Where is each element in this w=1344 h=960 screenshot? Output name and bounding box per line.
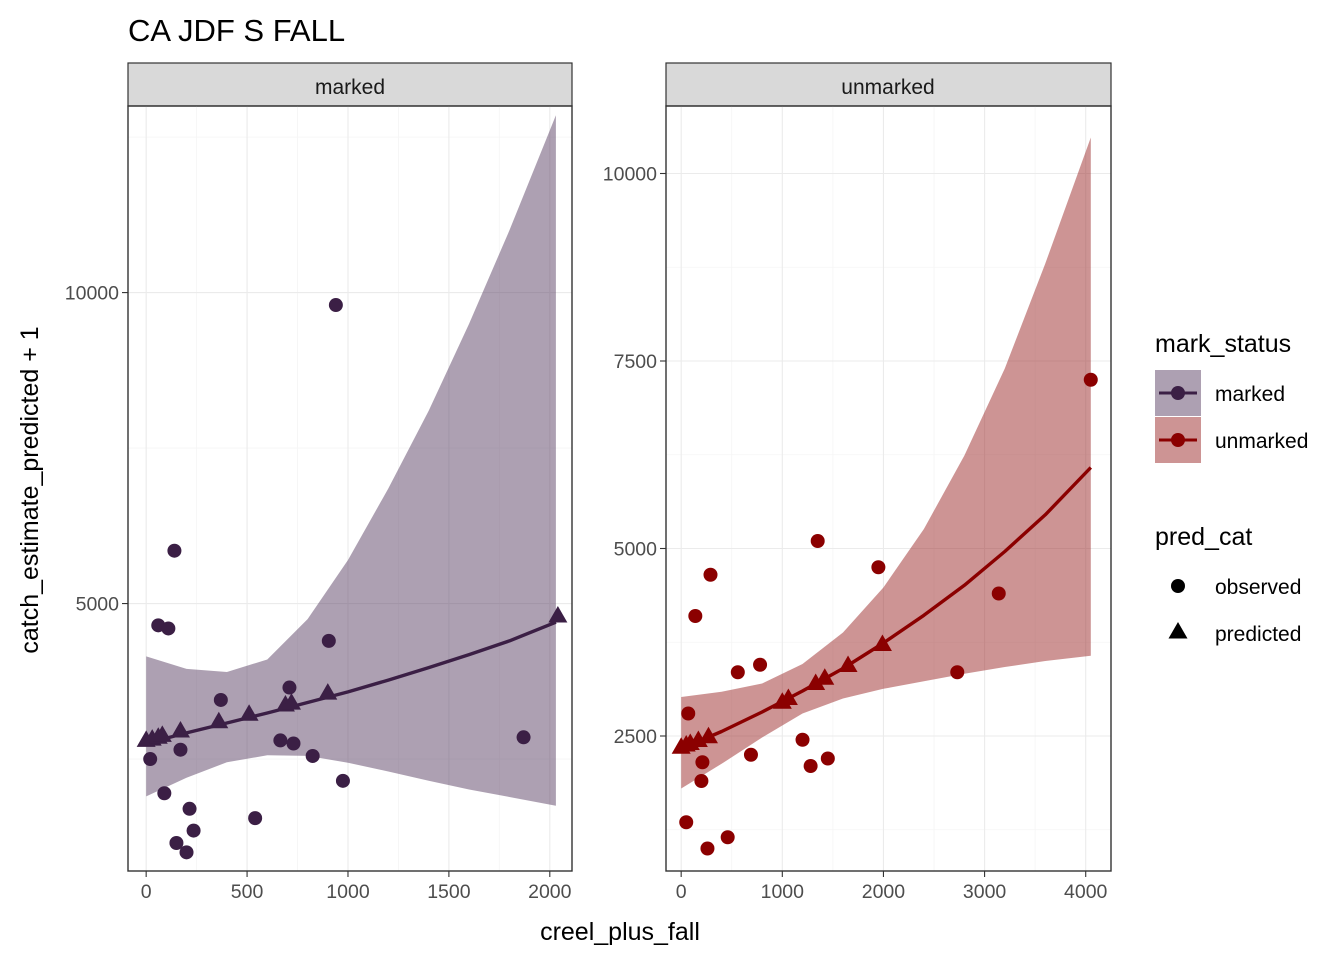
observed-point — [803, 759, 818, 773]
predicted-point — [209, 711, 229, 729]
observed-point — [694, 774, 709, 788]
observed-point — [703, 567, 718, 582]
observed-point — [248, 811, 263, 826]
y-tick-label: 7500 — [614, 351, 658, 373]
confidence-band — [146, 115, 556, 806]
observed-point — [282, 680, 297, 695]
y-tick-label: 5000 — [614, 539, 658, 561]
legend-key-unmarked-dot — [1171, 433, 1185, 447]
strip-marked-label: marked — [315, 76, 385, 99]
legend-key-unmarked — [1155, 417, 1201, 463]
observed-point — [720, 830, 735, 845]
x-tick-label: 4000 — [1064, 881, 1108, 903]
predicted-point — [806, 673, 826, 690]
panel-marked-border — [127, 105, 573, 872]
predicted-point — [281, 693, 301, 710]
x-tick-label: 1000 — [761, 881, 805, 903]
x-tick-label: 3000 — [963, 881, 1007, 903]
axes-marked: 0 500 1000 1500 2000 5000 10000 — [65, 283, 572, 903]
plot-area-unmarked — [666, 106, 1111, 871]
legend: mark_status marked unmarked pred_cat obs… — [1155, 330, 1308, 646]
observed-point — [169, 836, 184, 851]
observed-point — [700, 841, 715, 856]
y-tick-label: 10000 — [603, 164, 657, 186]
observed-point — [516, 730, 531, 745]
predicted-point — [152, 725, 172, 742]
observed-point — [305, 748, 320, 763]
observed-point — [679, 815, 694, 830]
x-tick-label: 2000 — [528, 881, 572, 903]
x-tick-label: 1000 — [326, 881, 370, 903]
observed-point — [743, 747, 758, 762]
legend-color-title: mark_status — [1155, 330, 1291, 358]
observed-point — [286, 736, 301, 751]
legend-key-marked-dot — [1171, 386, 1185, 400]
observed-point — [681, 706, 696, 721]
y-axis-title: catch_estimate_predicted + 1 — [16, 326, 44, 653]
confidence-band — [681, 137, 1091, 789]
predicted-point — [239, 704, 259, 721]
observed-point — [1083, 372, 1098, 387]
observed-point — [753, 657, 768, 672]
y-tick-label: 5000 — [76, 594, 120, 616]
legend-label-unmarked: unmarked — [1215, 430, 1308, 453]
x-tick-label: 0 — [676, 881, 687, 903]
plot-area-marked — [128, 106, 572, 871]
strip-unmarked-background — [665, 62, 1112, 107]
observed-point — [820, 751, 835, 766]
predicted-point — [778, 688, 798, 705]
observed-point — [186, 823, 201, 838]
observed-point — [179, 845, 194, 860]
legend-triangle-icon — [1168, 622, 1188, 639]
observed-point — [173, 742, 188, 757]
observed-point — [157, 786, 172, 801]
predicted-point — [170, 721, 190, 738]
y-tick-label: 2500 — [614, 726, 658, 748]
legend-circle-icon — [1171, 579, 1185, 593]
panel-unmarked: unmarked 0 1000 2000 3000 4000 2500 5000 7500 10… — [603, 62, 1112, 904]
legend-label-marked: marked — [1215, 383, 1285, 406]
legend-key-marked — [1155, 370, 1201, 416]
observed-point — [950, 665, 965, 680]
y-tick-label: 10000 — [65, 283, 119, 305]
observed-point — [810, 534, 825, 548]
predicted-point — [698, 726, 718, 744]
observed-point — [795, 732, 810, 747]
observed-point — [143, 752, 158, 767]
observed-point — [335, 773, 350, 788]
x-tick-label: 2000 — [862, 881, 906, 903]
axes-unmarked: 0 1000 2000 3000 4000 2500 5000 7500 10000 — [603, 164, 1108, 904]
observed-point — [730, 665, 745, 680]
predicted-point — [838, 655, 858, 672]
observed-point — [182, 801, 197, 816]
observed-point — [688, 609, 703, 623]
x-tick-label: 1500 — [427, 881, 471, 903]
observed-point — [695, 755, 710, 770]
observed-point — [273, 733, 288, 748]
predicted-point — [548, 606, 568, 623]
legend-label-predicted: predicted — [1215, 623, 1301, 646]
legend-label-observed: observed — [1215, 576, 1301, 599]
strip-marked-background — [127, 62, 573, 107]
chart-title: CA JDF S FALL — [128, 13, 345, 48]
observed-point — [321, 633, 336, 648]
panel-marked: marked 0 500 1000 1500 2000 5000 10000 — [65, 62, 573, 903]
observed-point — [871, 560, 886, 575]
x-tick-label: 500 — [231, 881, 264, 903]
predicted-point — [872, 634, 892, 651]
predicted-point — [318, 683, 338, 700]
legend-shape-title: pred_cat — [1155, 523, 1252, 551]
observed-point — [167, 543, 182, 558]
observed-point — [991, 586, 1006, 601]
strip-unmarked-label: unmarked — [841, 76, 934, 99]
observed-point — [213, 692, 228, 707]
observed-point — [328, 298, 343, 313]
observed-point — [161, 621, 176, 636]
x-axis-title: creel_plus_fall — [540, 918, 700, 946]
x-tick-label: 0 — [141, 881, 152, 903]
predicted-point — [815, 668, 835, 685]
panel-unmarked-border — [665, 105, 1112, 872]
